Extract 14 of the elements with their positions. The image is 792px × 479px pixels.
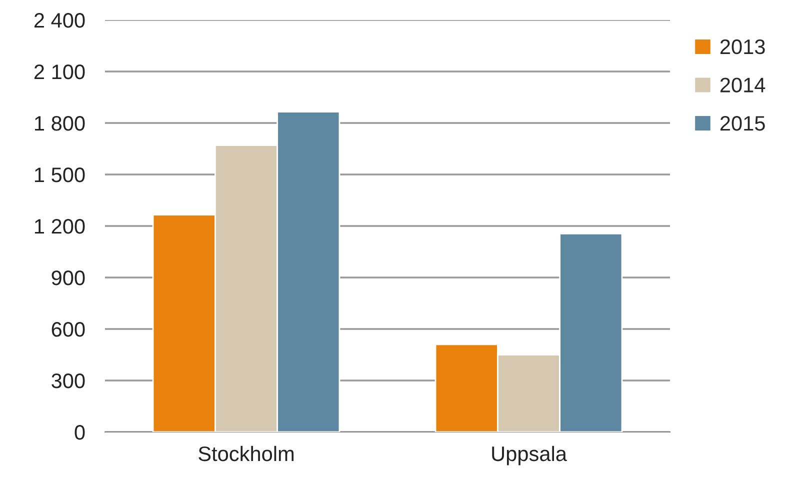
y-tick-label: 300	[52, 374, 85, 388]
x-tick-label: Stockholm	[198, 446, 294, 462]
x-tick-label: Uppsala	[492, 446, 567, 466]
legend-label: 2015	[720, 116, 765, 131]
y-tick-label: 1 500	[35, 168, 85, 182]
y-tick-label: 2 100	[34, 64, 85, 80]
y-tick-label: 2 400	[34, 13, 85, 28]
y-tick-label: 1 800	[35, 116, 85, 131]
y-tick-label: 900	[52, 270, 85, 286]
y-tick-label: 0	[74, 425, 85, 440]
y-tick-label: 1 200	[35, 219, 85, 234]
legend-label: 2013	[720, 39, 765, 54]
y-tick-label: 600	[52, 322, 85, 337]
legend-label: 2014	[720, 78, 766, 92]
